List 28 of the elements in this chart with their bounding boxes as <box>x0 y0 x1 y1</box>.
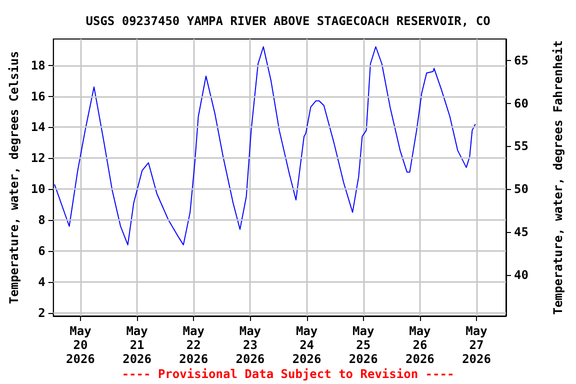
y-tick-label: 16 <box>30 89 46 104</box>
y-tick-label: 14 <box>30 120 46 134</box>
y-tick-label: 6 <box>38 244 46 258</box>
x-tick-label: May 21 2026 <box>122 324 152 366</box>
x-tick-label: May 23 2026 <box>236 324 265 366</box>
y2-tick-label: 55 <box>514 139 528 154</box>
y-tick-label: 4 <box>38 274 46 289</box>
y2-tick-label: 50 <box>514 182 528 196</box>
y-tick-label: 18 <box>30 58 46 72</box>
x-tick-label: May 26 2026 <box>405 324 434 366</box>
y-axis-title: Temperature, water, degrees Celsius <box>7 51 21 304</box>
text: ---- Provisional Data Subject to Revision ---- <box>122 367 454 381</box>
chart-title: USGS 09237450 YAMPA RIVER ABOVE STAGECOACH RESERVOIR, CO <box>86 14 490 28</box>
x-tick-label: May 24 2026 <box>292 324 322 366</box>
y2-tick-label: 60 <box>514 96 528 110</box>
x-tick-label: May 20 2026 <box>66 324 95 366</box>
y-tick-label: 12 <box>30 151 46 166</box>
y-tick-label: 2 <box>38 306 46 320</box>
y-tick-label: 10 <box>30 182 46 196</box>
x-tick-label: May 27 2026 <box>462 324 491 366</box>
y2-tick-label: 40 <box>514 268 528 282</box>
y-tick-label: 8 <box>38 213 46 228</box>
y2-tick-label: 45 <box>514 224 528 239</box>
x-tick-label: May 22 2026 <box>179 324 208 366</box>
line-series <box>54 46 476 246</box>
x-tick-label: May 25 2026 <box>348 324 378 366</box>
y2-tick-label: 65 <box>514 53 528 68</box>
y2-axis-title: Temperature, water, degrees Fahrenheit <box>551 40 565 315</box>
